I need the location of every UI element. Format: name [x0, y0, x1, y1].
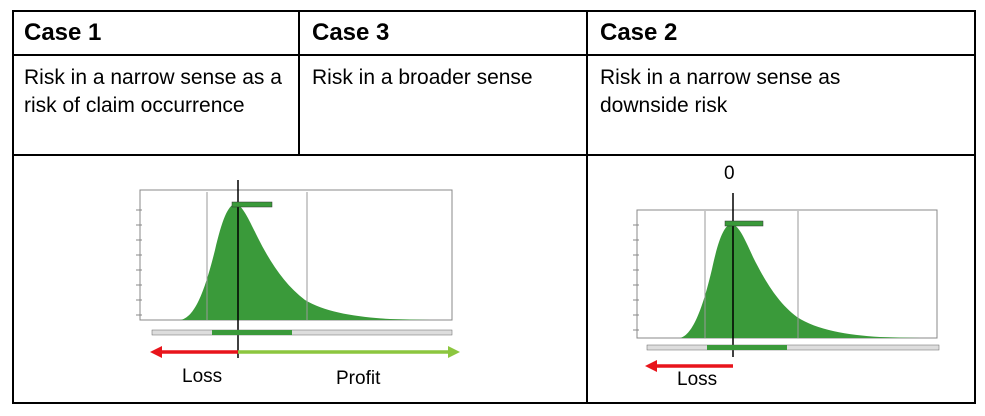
loss-label-right: Loss	[677, 369, 718, 390]
mean-label-box	[231, 201, 273, 208]
row-divider	[14, 154, 974, 156]
loss-label-left: Loss	[182, 366, 223, 387]
y-ticks	[136, 209, 142, 316]
x-axis-bar	[151, 329, 453, 336]
profit-arrowhead	[448, 346, 460, 358]
header-case-3: Case 3	[312, 19, 390, 46]
loss-arrowhead	[645, 360, 657, 372]
column-divider-2	[586, 12, 588, 402]
header-case-1: Case 1	[24, 19, 102, 46]
x-axis-highlight	[707, 345, 787, 350]
description-case-1: Risk in a narrow sense as a risk of clai…	[24, 66, 282, 117]
header-case-2: Case 2	[600, 19, 678, 46]
description-case-3: Risk in a broader sense	[312, 66, 533, 89]
x-axis-bar	[646, 344, 940, 351]
zero-label: 0	[724, 163, 735, 184]
loss-arrowhead	[150, 346, 162, 358]
distribution-figure-left	[136, 180, 460, 358]
y-ticks	[633, 224, 639, 331]
description-case-2: Risk in a narrow sense as downside risk	[600, 66, 841, 117]
mean-label-box	[724, 220, 764, 227]
comparison-table: Case 1 Case 3 Case 2 Risk in a narrow se…	[12, 10, 976, 404]
profit-label: Profit	[336, 368, 381, 389]
distribution-figure-right	[633, 193, 940, 372]
x-axis-highlight	[212, 330, 292, 335]
density-area	[180, 204, 430, 320]
density-area	[680, 224, 920, 338]
column-divider-1	[298, 12, 300, 154]
header-divider	[14, 54, 974, 56]
